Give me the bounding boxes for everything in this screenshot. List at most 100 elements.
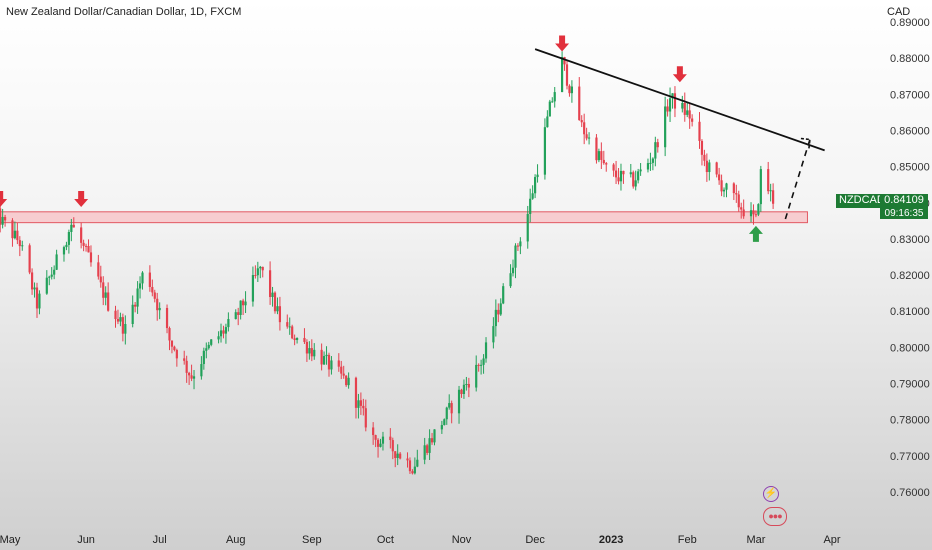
candle-body	[21, 245, 24, 247]
candle-body	[291, 326, 294, 339]
candle-body	[526, 214, 529, 242]
candle-body	[563, 57, 566, 65]
candle-body	[448, 403, 451, 408]
symbol-tag: NZDCAD	[836, 194, 885, 208]
candle-body	[482, 358, 485, 365]
candle-body	[708, 162, 711, 173]
candle-body	[165, 307, 169, 329]
candle-body	[303, 337, 306, 342]
candle-body	[457, 389, 461, 414]
candle-body	[116, 319, 120, 322]
candle-body	[251, 275, 255, 302]
candle-body	[519, 241, 522, 247]
resistance-trendline	[534, 48, 825, 152]
candle-body	[89, 252, 93, 263]
candle-body	[48, 276, 51, 278]
candle-body	[587, 137, 591, 139]
support-zone	[0, 211, 808, 224]
candle-body	[1, 216, 4, 225]
candle-body	[337, 360, 340, 367]
time-tick-label: Sep	[302, 534, 322, 546]
candle-body	[278, 306, 282, 323]
candle-body	[509, 273, 512, 287]
candle-body	[276, 306, 279, 312]
candle-body	[514, 245, 517, 268]
candle-body	[752, 210, 755, 215]
candle-body	[18, 240, 21, 247]
candle-body	[200, 364, 203, 377]
candle-body	[735, 193, 738, 195]
candle-body	[359, 400, 362, 406]
candle-body	[681, 102, 684, 109]
candle-body	[649, 162, 652, 164]
candle-body	[703, 154, 706, 161]
candle-body	[460, 389, 463, 395]
candle-body	[325, 354, 328, 357]
candle-body	[70, 224, 73, 232]
candle-body	[374, 435, 377, 440]
price-tick-label: 0.85000	[890, 162, 930, 174]
candle-body	[553, 92, 556, 102]
candle-body	[732, 183, 735, 194]
candle-body	[450, 403, 453, 414]
candle-body	[499, 303, 502, 315]
candle-body	[430, 438, 434, 443]
price-tick-label: 0.80000	[890, 342, 930, 354]
candle-body	[205, 348, 208, 351]
candle-body	[295, 337, 299, 341]
candle-body	[511, 267, 515, 274]
candle-body	[376, 439, 380, 447]
candle-body	[634, 180, 637, 187]
candle-body	[244, 301, 247, 306]
candle-body	[183, 358, 186, 361]
candle-body	[97, 262, 100, 277]
candle-body	[671, 93, 674, 99]
candle-body	[749, 210, 753, 217]
candle-body	[192, 376, 196, 379]
candle-body	[84, 245, 88, 247]
candle-body	[639, 169, 642, 172]
arrow-down-icon	[555, 35, 570, 52]
candle-body	[565, 64, 569, 86]
candle-body	[121, 317, 124, 334]
candle-body	[595, 137, 598, 161]
candle-body	[570, 86, 574, 94]
candle-body	[28, 245, 31, 273]
candle-body	[158, 307, 161, 311]
candle-body	[742, 209, 745, 217]
candle-body	[543, 127, 547, 175]
candle-body	[408, 460, 412, 472]
price-tick-label: 0.79000	[890, 379, 930, 391]
candle-body	[293, 338, 296, 341]
candle-body	[492, 326, 495, 343]
candles-layer	[0, 51, 775, 475]
candle-body	[310, 348, 313, 357]
candle-body	[664, 106, 667, 148]
candle-body	[107, 292, 110, 311]
candle-body	[502, 286, 505, 304]
price-tick-label: 0.81000	[890, 306, 930, 318]
candle-body	[445, 407, 448, 420]
candle-body	[151, 286, 154, 293]
candle-body	[705, 160, 708, 173]
candle-body	[254, 275, 257, 277]
candle-body	[637, 171, 640, 181]
candle-body	[423, 445, 426, 460]
price-tick-label: 0.87000	[890, 89, 930, 101]
dots-icon[interactable]: ●●●	[763, 507, 787, 526]
candle-body	[207, 344, 210, 349]
candle-body	[271, 292, 274, 298]
candle-body	[656, 142, 659, 148]
candle-body	[234, 312, 237, 320]
candle-body	[465, 383, 468, 385]
candle-body	[239, 300, 242, 315]
candle-body	[467, 383, 470, 388]
candle-body	[548, 101, 551, 117]
candle-body	[691, 118, 694, 122]
candle-body	[227, 319, 230, 328]
candle-body	[394, 451, 397, 458]
candle-body	[668, 98, 672, 112]
lightning-icon[interactable]: ⚡	[763, 486, 779, 502]
candle-body	[322, 356, 326, 365]
candle-body	[261, 266, 264, 271]
